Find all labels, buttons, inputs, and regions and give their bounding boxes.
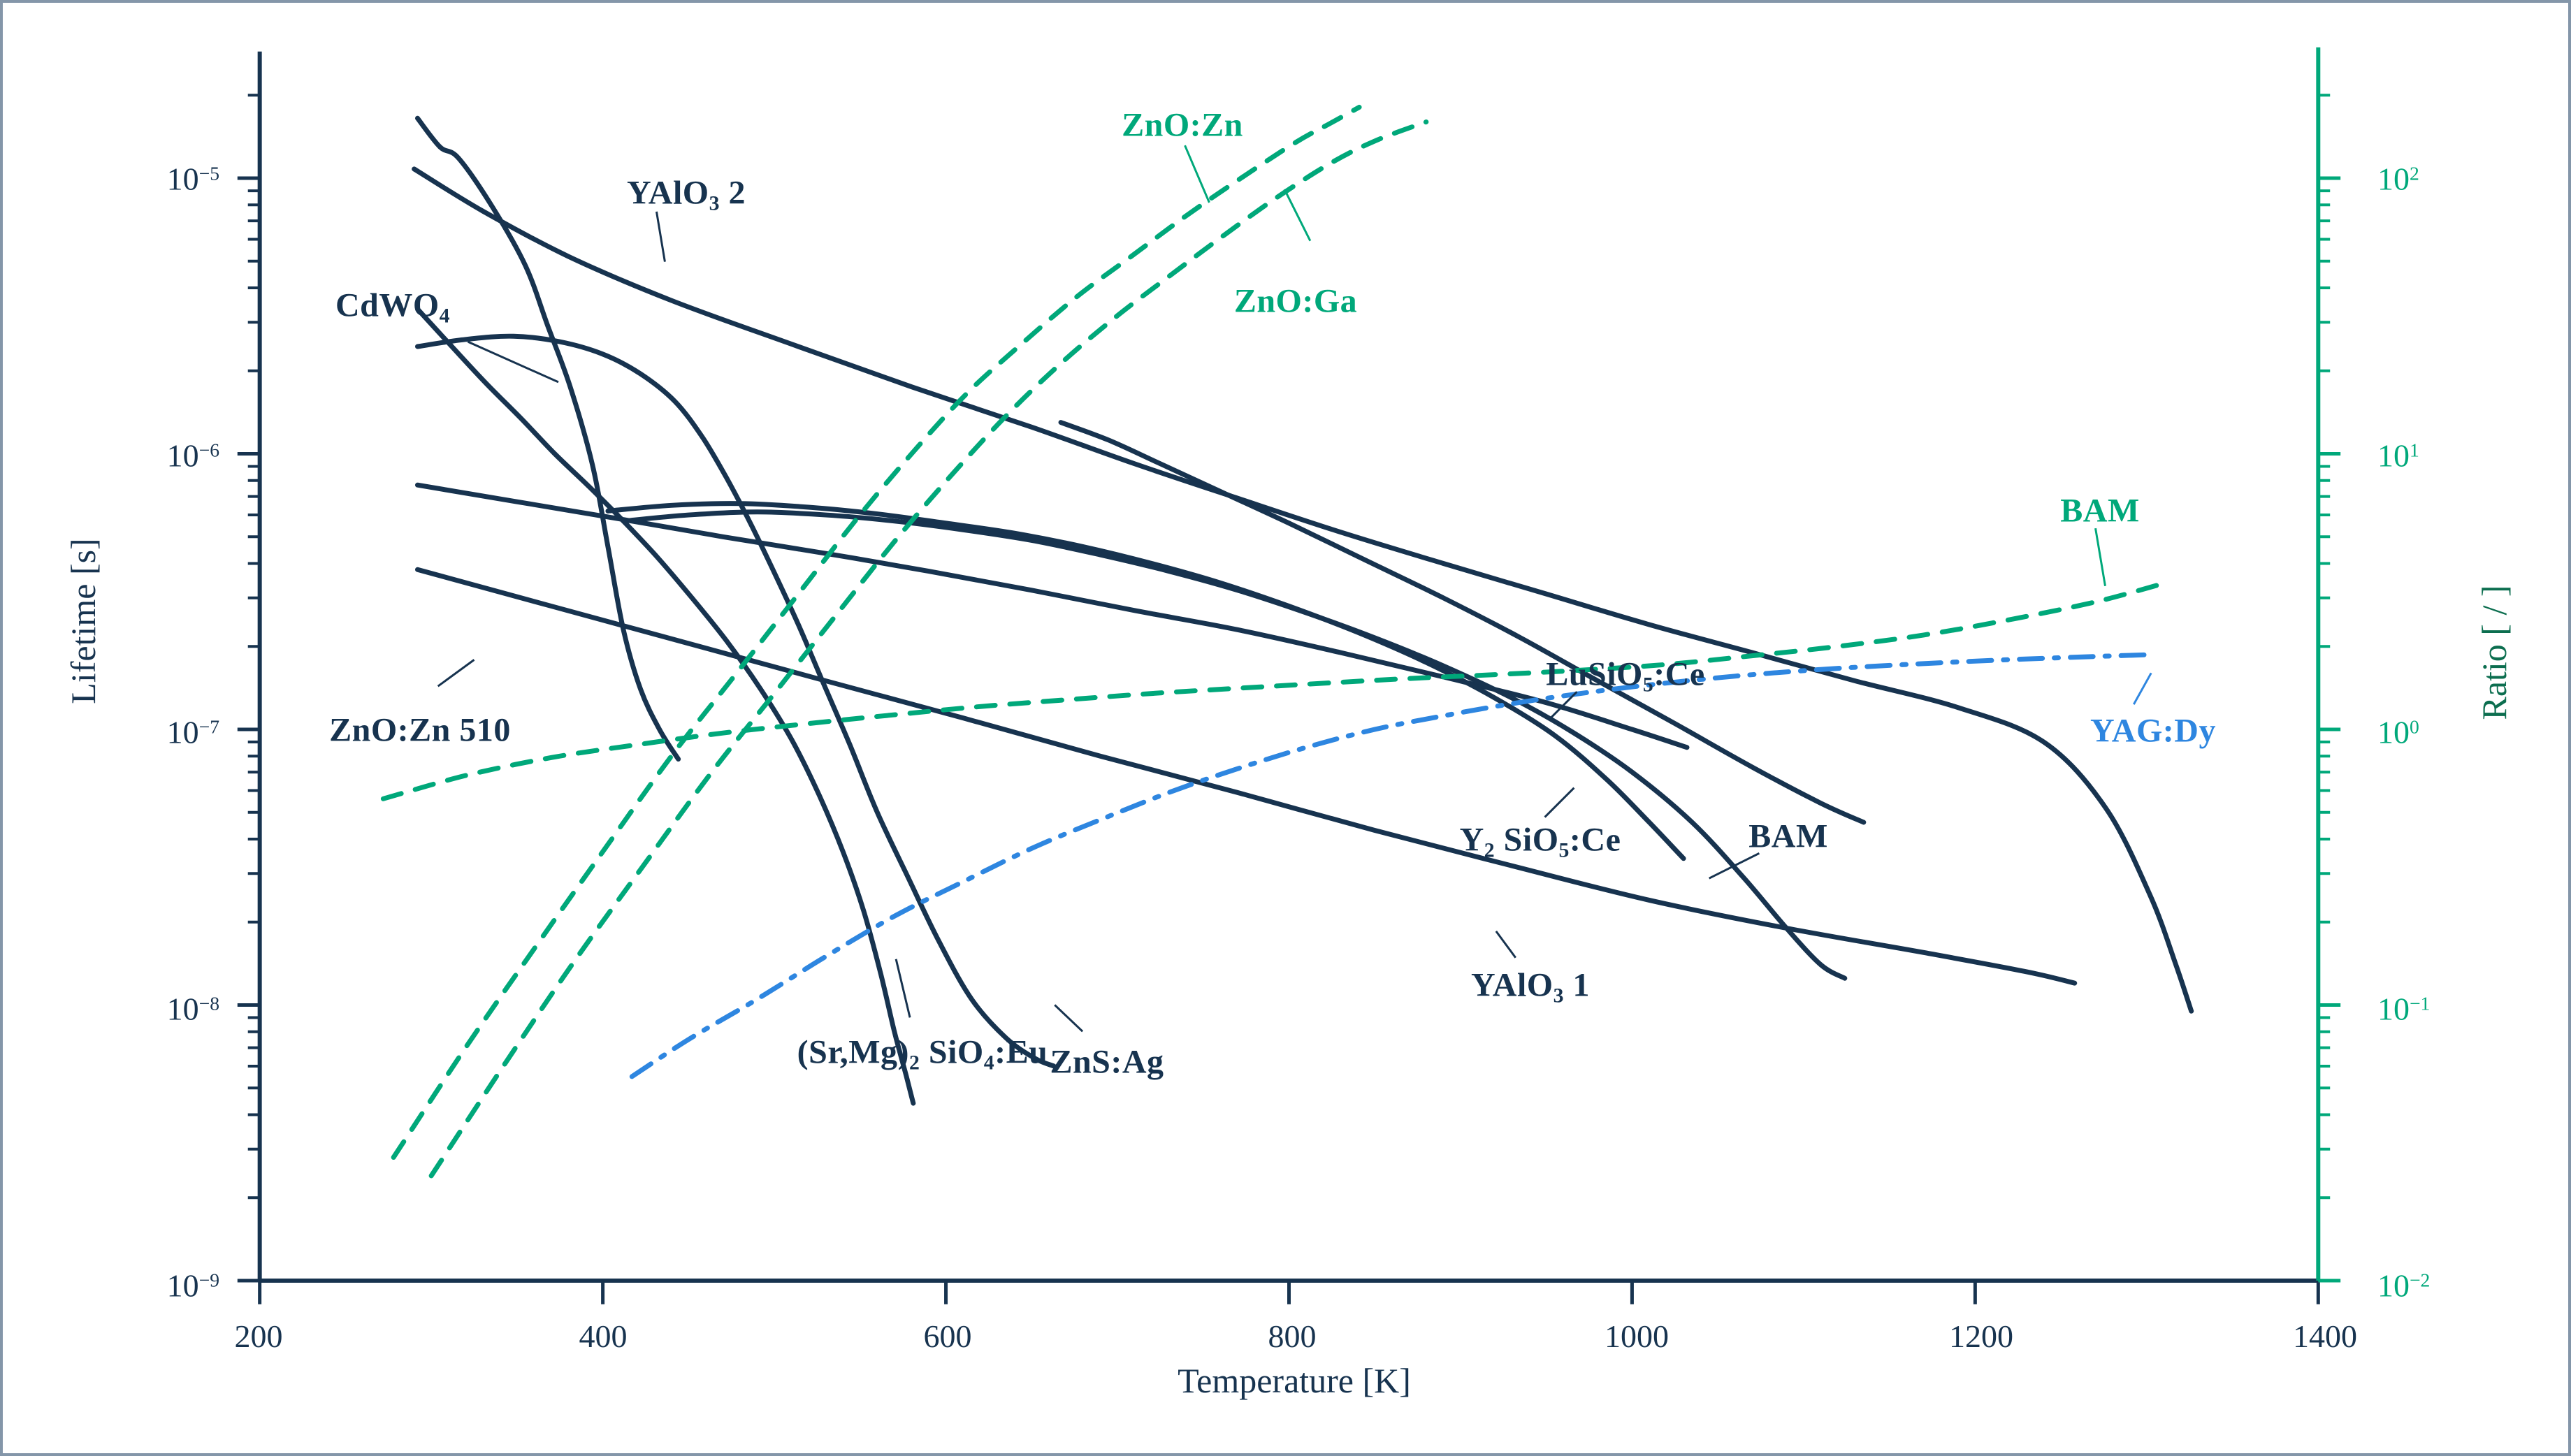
x-tick-800: 800 xyxy=(1268,1318,1317,1354)
label-cdwo4: CdWO4 xyxy=(335,286,451,328)
label-yag-dy-ratio: YAG:Dy xyxy=(2090,712,2216,750)
leader-yalo3-1 xyxy=(1495,930,1516,959)
curve-yalo3-1 xyxy=(414,567,2078,986)
leader-zns-ag xyxy=(1054,1004,1084,1033)
y-right-axis-title: Ratio [ / ] xyxy=(2475,585,2514,720)
curve-bam xyxy=(621,509,1848,981)
axes-layer xyxy=(237,47,2341,1304)
y-left-tick-1e-8: 10−8 xyxy=(166,991,219,1027)
curve-yag-dy xyxy=(629,652,2158,1079)
leader-zno-ga xyxy=(1283,189,1312,242)
curve-cdwo4 xyxy=(414,115,681,762)
x-tick-400: 400 xyxy=(579,1318,628,1354)
leader-lusio5-ce xyxy=(1548,691,1578,721)
leader-srmg xyxy=(895,959,911,1018)
label-bam-ratio: BAM xyxy=(2060,492,2140,530)
x-tick-200: 200 xyxy=(234,1318,283,1354)
leader-bam-navy xyxy=(1708,852,1760,880)
y-right-tick-1e0: 100 xyxy=(2377,714,2419,750)
plot-svg xyxy=(237,47,2341,1304)
label-lusio5-ce: LuSiO5:Ce xyxy=(1546,655,1705,697)
leader-cdwo4 xyxy=(467,340,559,384)
leader-yag-dy xyxy=(2133,672,2152,705)
label-zno-zn-510: ZnO:Zn 510 xyxy=(329,711,511,749)
x-tick-1000: 1000 xyxy=(1605,1318,1669,1354)
label-yalo3-2: YAlO3 2 xyxy=(627,174,746,215)
label-yalo3-1: YAlO3 1 xyxy=(1471,966,1590,1007)
label-bam-lifetime: BAM xyxy=(1748,817,1828,855)
y-left-tick-1e-6: 10−6 xyxy=(166,437,219,474)
y-left-tick-1e-7: 10−7 xyxy=(166,714,219,750)
y-right-tick-1e-2: 10−2 xyxy=(2377,1267,2431,1304)
leader-yalo3-2 xyxy=(655,211,666,262)
curve--sr-mg-2sio4-eu xyxy=(414,306,916,1106)
curve-zno-zn xyxy=(391,104,1362,1160)
curve-zns-ag xyxy=(414,333,1057,1069)
label-srmg-sio4-eu: (Sr,Mg)2 SiO4:Eu xyxy=(797,1033,1048,1075)
x-axis-title: Temperature [K] xyxy=(1178,1361,1411,1400)
curves-layer xyxy=(380,104,2194,1179)
curve-lusio5-ce xyxy=(1058,420,1867,825)
curve-bam xyxy=(380,580,2168,801)
x-tick-600: 600 xyxy=(923,1318,972,1354)
y-left-axis-title: Lifetime [s] xyxy=(64,538,103,704)
curve-yalo3-2 xyxy=(412,166,2194,1014)
label-zno-zn-ratio: ZnO:Zn xyxy=(1122,106,1243,144)
curve-zno-ga xyxy=(428,119,1429,1179)
y-left-tick-1e-5: 10−5 xyxy=(166,161,219,197)
y-left-tick-1e-9: 10−9 xyxy=(166,1267,219,1304)
label-zno-ga-ratio: ZnO:Ga xyxy=(1233,282,1358,320)
label-y2sio5-ce: Y2 SiO5:Ce xyxy=(1459,821,1621,862)
y-right-tick-1e-1: 10−1 xyxy=(2377,991,2431,1027)
y-right-tick-1e1: 101 xyxy=(2377,437,2419,474)
curve-y2sio5-ce xyxy=(605,501,1686,861)
leader-zno-zn xyxy=(1184,145,1210,203)
y-right-tick-1e2: 102 xyxy=(2377,161,2419,197)
leader-lines-layer xyxy=(437,145,2152,1033)
x-tick-1400: 1400 xyxy=(2293,1318,2357,1354)
leader-bam-green xyxy=(2094,527,2106,587)
x-tick-1200: 1200 xyxy=(1949,1318,2013,1354)
leader-zno-zn-510 xyxy=(437,659,475,687)
leader-y2sio5-ce xyxy=(1544,787,1575,818)
label-zns-ag: ZnS:Ag xyxy=(1050,1043,1164,1081)
